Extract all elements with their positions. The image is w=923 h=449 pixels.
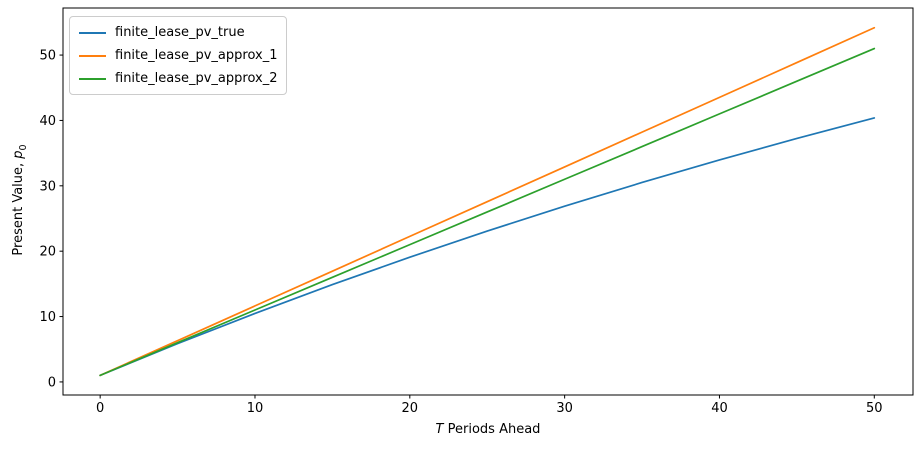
x-tick-label: 50 [866,401,883,416]
x-axis-label-italic: T [435,422,444,437]
legend-item-approx-1: finite_lease_pv_approx_1 [79,46,277,65]
y-axis-label-italic: p [11,150,27,159]
legend-item-true: finite_lease_pv_true [79,23,277,42]
legend-line-swatch-true [79,31,106,34]
y-axis-label-rest: Present Value, [11,158,27,256]
y-tick-label: 40 [39,114,56,129]
y-tick-label: 0 [48,375,56,390]
legend-label-approx-1: finite_lease_pv_approx_1 [115,48,278,63]
legend-label-approx-2: finite_lease_pv_approx_2 [115,71,278,86]
y-axis-label: Present Value, p0 [11,144,29,255]
axes-spines [62,7,914,396]
legend-label-true: finite_lease_pv_true [115,25,245,40]
x-axis-label: T Periods Ahead [436,422,541,437]
y-axis-label-subscript: 0 [17,144,29,151]
series-line-finite_lease_pv_approx_2 [99,47,876,377]
x-tick-label: 10 [247,401,264,416]
x-tick-label: 20 [402,401,419,416]
y-tick-label: 20 [39,245,56,260]
legend-line-swatch-approx-1 [79,54,106,57]
x-tick-label: 30 [556,401,573,416]
x-tick-label: 40 [711,401,728,416]
y-tick-label: 30 [39,179,56,194]
legend: finite_lease_pv_true finite_lease_pv_app… [69,16,288,95]
y-tick-label: 10 [39,310,56,325]
series-line-finite_lease_pv_approx_1 [99,26,876,377]
series-line-finite_lease_pv_true [99,117,876,377]
y-tick-label: 50 [39,49,56,64]
legend-item-approx-2: finite_lease_pv_approx_2 [79,69,277,88]
legend-line-swatch-approx-2 [79,77,106,80]
x-axis-label-rest: Periods Ahead [443,422,541,437]
x-tick-label: 0 [96,401,104,416]
